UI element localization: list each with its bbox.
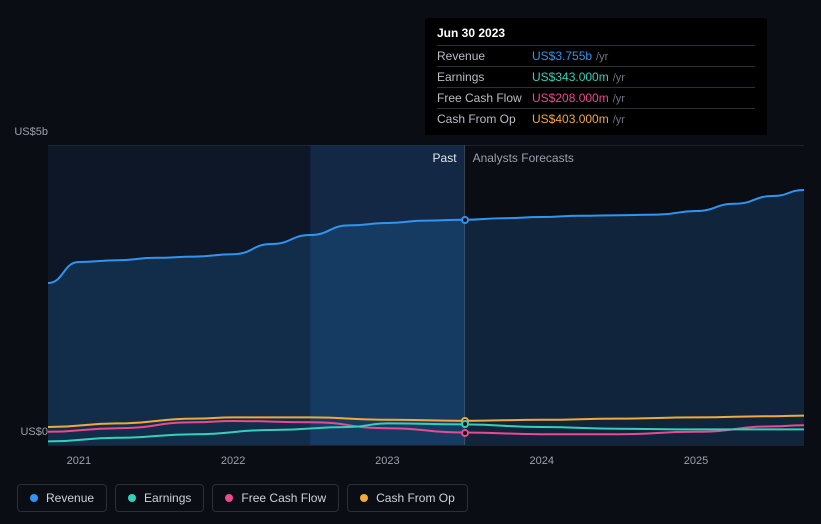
x-axis-label: 2025 [684, 455, 708, 467]
plot-area[interactable] [48, 145, 804, 445]
legend-item-revenue[interactable]: Revenue [17, 484, 107, 512]
x-axis-label: 2022 [221, 455, 245, 467]
legend-label: Cash From Op [376, 491, 455, 505]
tooltip-title: Jun 30 2023 [437, 26, 755, 45]
x-axis: 2021 2022 2023 2024 2025 [48, 450, 804, 470]
x-axis-label: 2021 [67, 455, 91, 467]
legend-dot-icon [128, 494, 136, 502]
legend-dot-icon [30, 494, 38, 502]
legend-dot-icon [360, 494, 368, 502]
region-label-forecast: Analysts Forecasts [473, 151, 574, 165]
legend-item-earnings[interactable]: Earnings [115, 484, 204, 512]
tooltip-label: Revenue [437, 49, 532, 63]
legend-item-free_cash_flow[interactable]: Free Cash Flow [212, 484, 339, 512]
financials-chart: US$0US$5b PastAnalysts Forecasts 2021202… [0, 0, 821, 524]
legend-dot-icon [225, 494, 233, 502]
tooltip-value: US$343.000m [532, 70, 609, 84]
y-axis-label: US$0 [20, 426, 48, 438]
tooltip-row-earnings: EarningsUS$343.000m/yr [437, 66, 755, 87]
tooltip-row-cash_from_op: Cash From OpUS$403.000m/yr [437, 108, 755, 129]
tooltip-label: Cash From Op [437, 112, 532, 126]
tooltip-value: US$403.000m [532, 112, 609, 126]
tooltip-label: Free Cash Flow [437, 91, 532, 105]
legend-label: Revenue [46, 491, 94, 505]
legend-label: Free Cash Flow [241, 491, 326, 505]
legend-label: Earnings [144, 491, 191, 505]
tooltip-label: Earnings [437, 70, 532, 84]
gridline-bottom [48, 445, 804, 446]
x-axis-label: 2024 [529, 455, 553, 467]
marker-revenue [461, 216, 469, 224]
legend-item-cash_from_op[interactable]: Cash From Op [347, 484, 468, 512]
y-axis-label: US$5b [14, 126, 48, 138]
tooltip-value: US$208.000m [532, 91, 609, 105]
x-axis-label: 2023 [375, 455, 399, 467]
tooltip-row-free_cash_flow: Free Cash FlowUS$208.000m/yr [437, 87, 755, 108]
legend: Revenue Earnings Free Cash Flow Cash From O… [17, 484, 468, 512]
tooltip-value: US$3.755b [532, 49, 592, 63]
marker-free_cash_flow [461, 429, 469, 437]
marker-earnings [461, 420, 469, 428]
region-label-past: Past [433, 151, 457, 165]
tooltip-row-revenue: RevenueUS$3.755b/yr [437, 45, 755, 66]
tooltip-unit: /yr [613, 93, 625, 105]
tooltip-unit: /yr [613, 114, 625, 126]
tooltip-unit: /yr [613, 72, 625, 84]
tooltip: Jun 30 2023RevenueUS$3.755b/yrEarningsUS… [425, 18, 767, 135]
tooltip-unit: /yr [596, 51, 608, 63]
